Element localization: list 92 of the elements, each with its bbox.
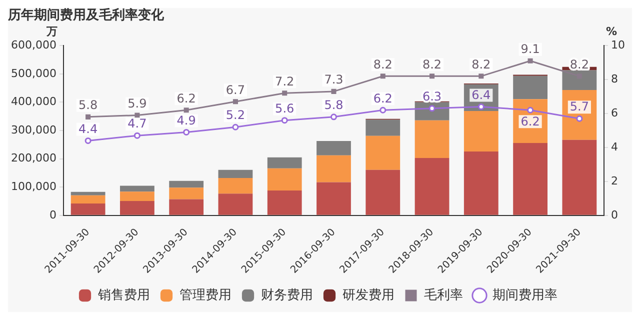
bar [120, 192, 154, 201]
bar [366, 170, 400, 215]
bar [464, 151, 498, 215]
data-label: 8.2 [472, 57, 491, 72]
data-label: 9.1 [520, 42, 540, 56]
bar [464, 110, 498, 152]
chart-title: 历年期间费用及毛利率变化 [7, 7, 165, 24]
data-label: 6.7 [226, 82, 246, 97]
point [86, 114, 91, 120]
bar [218, 178, 253, 194]
bar [366, 120, 400, 136]
data-label: 6.2 [176, 91, 196, 106]
point [380, 74, 386, 79]
point [134, 132, 140, 139]
y2-tick-label: 0 [611, 208, 618, 222]
y2-tick-label: 8 [611, 72, 618, 86]
bar [169, 180, 204, 188]
data-label: 6.4 [472, 88, 491, 102]
point [281, 117, 288, 124]
bar [414, 120, 450, 158]
data-label: 5.2 [226, 108, 246, 122]
point [478, 103, 484, 110]
bar [316, 140, 351, 156]
data-label: 4.9 [176, 113, 196, 128]
bar [267, 190, 302, 215]
data-label: 8.2 [422, 57, 442, 72]
data-label: 6.2 [373, 91, 392, 106]
data-label: 5.8 [78, 98, 98, 112]
point [232, 99, 238, 104]
data-label: 4.4 [78, 122, 98, 136]
bar [414, 158, 450, 215]
point [527, 106, 534, 114]
legend-label: 财务费用 [261, 288, 313, 303]
bar [316, 182, 351, 215]
y-tick-label: 300,000 [10, 123, 56, 136]
y-tick-label: 100,000 [10, 180, 56, 193]
data-label: 5.7 [570, 100, 589, 114]
point [183, 128, 190, 136]
data-label: 5.9 [128, 96, 147, 110]
point [232, 124, 239, 130]
bar [562, 140, 597, 215]
point [380, 106, 386, 114]
bar [218, 170, 253, 178]
bar [70, 204, 106, 215]
bar [513, 76, 548, 100]
data-label: 7.3 [324, 72, 344, 87]
point [430, 74, 435, 79]
bar [366, 136, 400, 170]
y2-tick-label: 4 [611, 140, 618, 154]
data-label: 6.2 [520, 114, 540, 128]
y2-axis-title: % [606, 24, 618, 38]
y2-tick-label: 2 [611, 174, 618, 188]
data-label: 7.2 [275, 74, 294, 88]
bar [218, 194, 253, 215]
point [282, 90, 288, 96]
point [528, 58, 533, 64]
data-label: 5.8 [324, 98, 344, 112]
y2-tick-label: 10 [611, 38, 626, 52]
legend-label: 研发费用 [342, 288, 394, 303]
point [331, 88, 336, 94]
point [84, 137, 92, 144]
y-tick-label: 400,000 [10, 95, 56, 108]
legend-label: 销售费用 [97, 288, 150, 303]
bar [120, 186, 154, 192]
legend-label: 毛利率 [424, 286, 463, 303]
point [428, 105, 436, 112]
point [184, 108, 189, 113]
bar [513, 142, 548, 215]
bar [316, 155, 351, 182]
y2-tick-label: 6 [611, 106, 618, 120]
legend-label: 期间费用率 [492, 286, 558, 303]
data-label: 4.7 [128, 116, 147, 131]
bar [267, 157, 302, 168]
bar [267, 168, 302, 191]
point [330, 114, 337, 120]
bar [70, 195, 106, 204]
data-label: 6.3 [422, 90, 442, 104]
y-tick-label: 500,000 [10, 66, 56, 80]
bar [70, 192, 106, 196]
y-tick-label: 0 [49, 208, 56, 222]
data-label: 5.6 [275, 101, 294, 116]
y-tick-label: 600,000 [10, 38, 56, 52]
data-label: 8.2 [373, 57, 392, 72]
point [576, 115, 583, 122]
bar [120, 200, 154, 215]
bar [169, 199, 204, 215]
y-axis-title: 万 [45, 24, 58, 38]
bar [169, 188, 204, 200]
y-tick-label: 200,000 [10, 152, 56, 165]
legend-label: 管理费用 [180, 288, 232, 303]
point [478, 74, 484, 79]
point [134, 112, 140, 118]
